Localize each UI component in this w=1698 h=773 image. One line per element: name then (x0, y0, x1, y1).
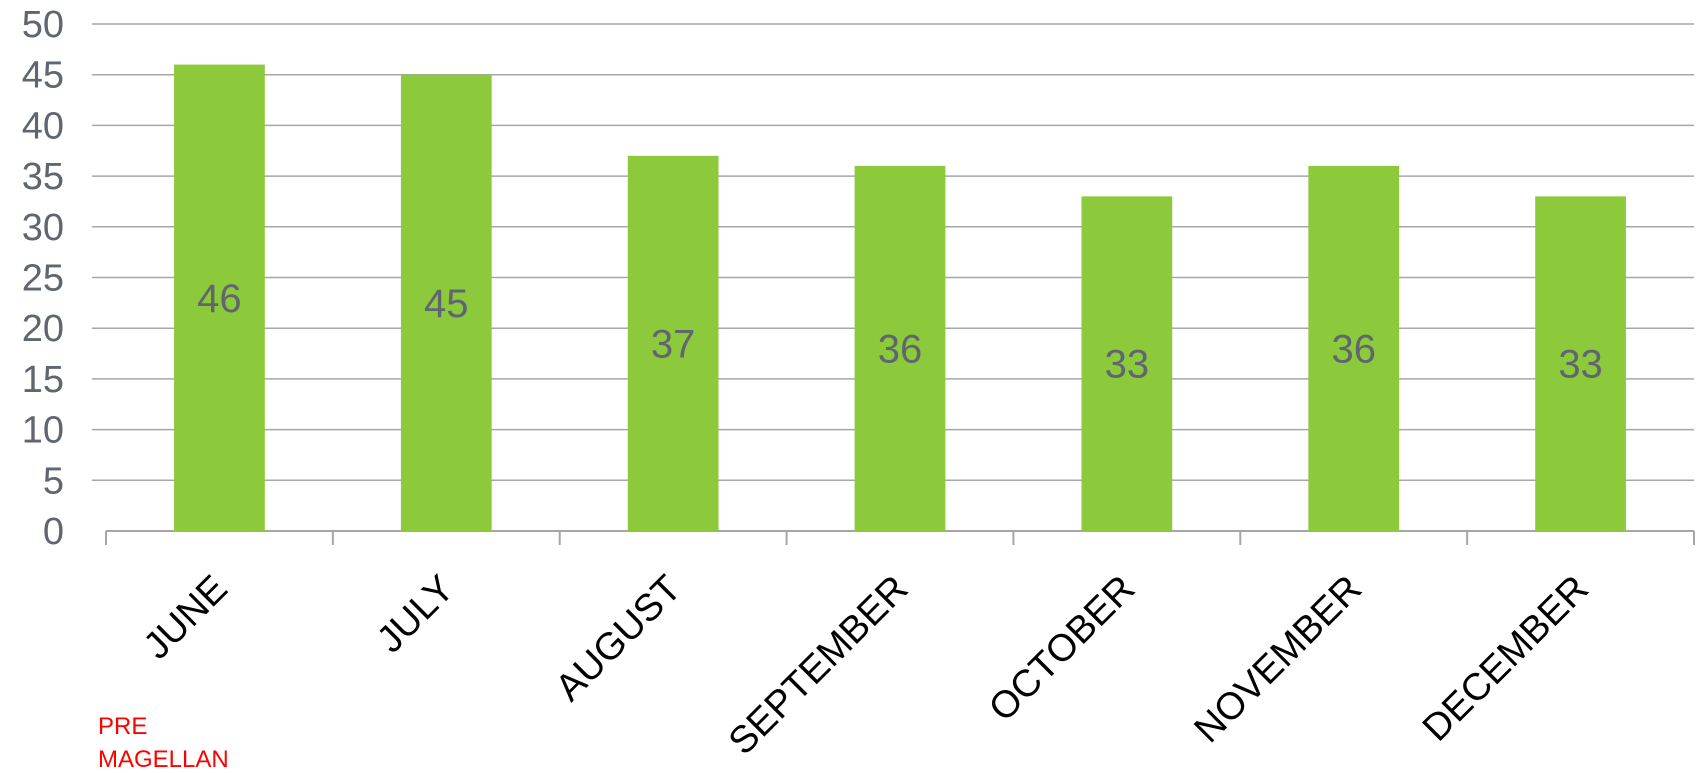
y-tick-label: 15 (22, 359, 64, 401)
bar-september (854, 165, 946, 531)
annotation-line-1: PRE (98, 713, 148, 740)
data-label: 37 (651, 322, 696, 366)
annotation-note: PRE MAGELLAN (98, 710, 229, 773)
x-category-label: NOVEMBER (1187, 568, 1370, 751)
data-label: 36 (1331, 327, 1376, 371)
y-tick-label: 25 (22, 258, 64, 300)
y-tick-label: 35 (22, 156, 64, 198)
data-label: 33 (1558, 343, 1603, 387)
y-tick-label: 50 (22, 4, 64, 46)
x-category-label: OCTOBER (981, 568, 1143, 730)
bar-october (1081, 196, 1173, 531)
bar-august (627, 155, 719, 531)
x-category-label: JUNE (136, 568, 236, 668)
bar-december (1535, 196, 1626, 531)
x-category-label: JULY (369, 568, 462, 661)
y-tick-label: 5 (43, 460, 64, 502)
data-label: 46 (197, 277, 242, 321)
y-tick-label: 20 (22, 308, 64, 350)
annotation-line-2: MAGELLAN (98, 746, 229, 773)
bar-july (400, 74, 492, 531)
bars (174, 64, 1626, 531)
y-tick-label: 10 (22, 410, 64, 452)
bar-november (1308, 165, 1400, 531)
y-tick-label: 0 (43, 511, 64, 553)
x-category-label: DECEMBER (1415, 568, 1597, 750)
bar-june (174, 64, 265, 531)
data-label: 45 (424, 282, 469, 326)
x-category-label: SEPTEMBER (721, 568, 916, 763)
data-label: 36 (878, 327, 923, 371)
axes (105, 530, 1695, 545)
y-tick-label: 30 (22, 207, 64, 249)
y-tick-label: 45 (22, 55, 64, 97)
x-category-label: AUGUST (548, 568, 690, 710)
data-label: 33 (1105, 343, 1150, 387)
y-tick-label: 40 (22, 105, 64, 147)
